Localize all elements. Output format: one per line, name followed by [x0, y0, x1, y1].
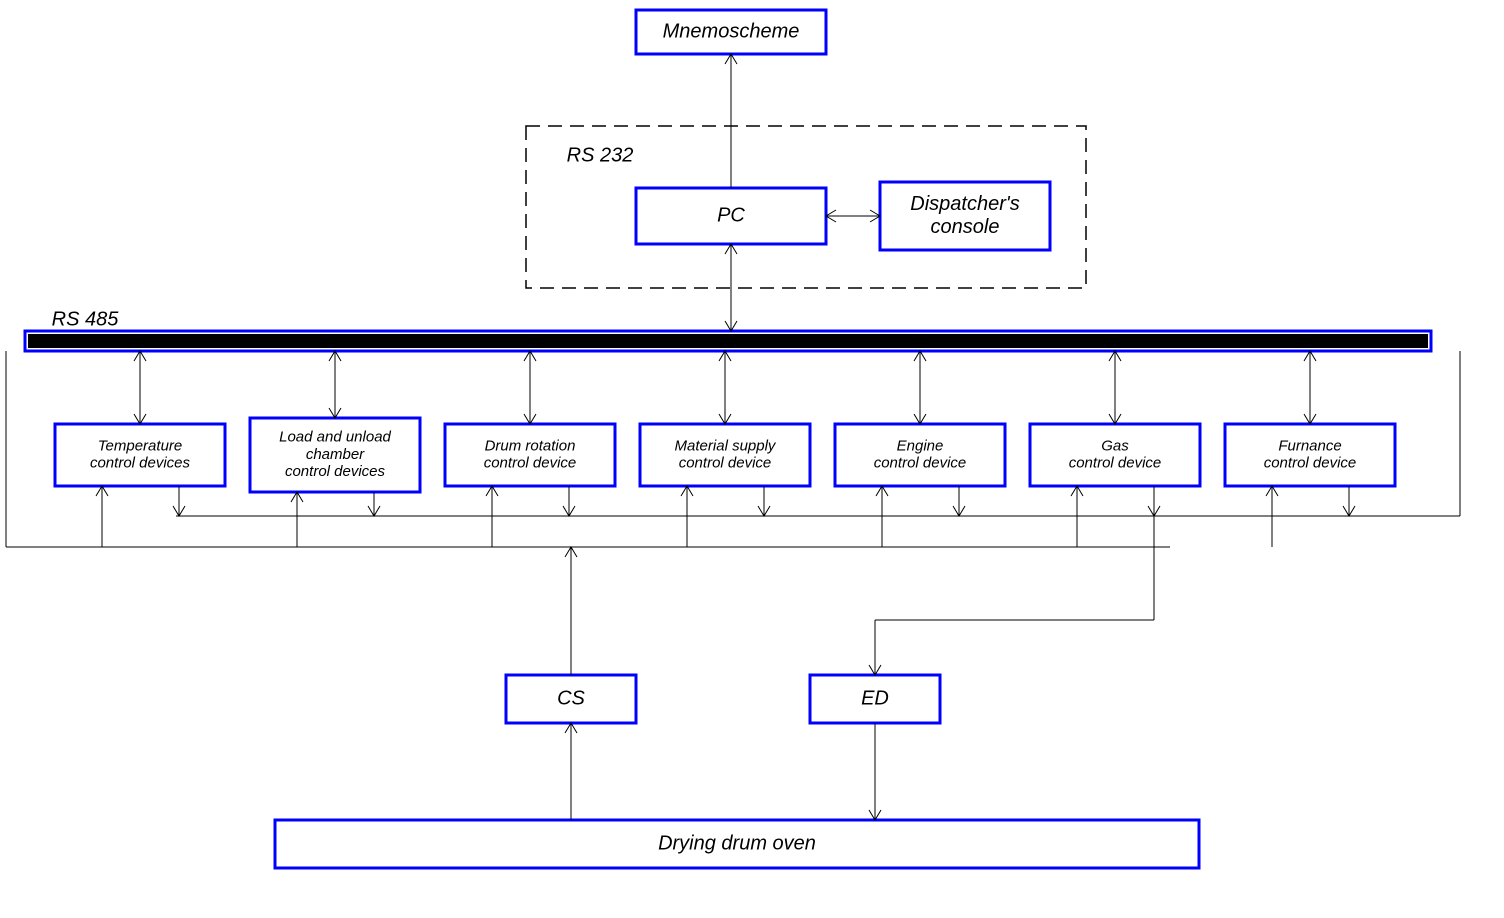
device-box-3: Material supplycontrol device	[640, 424, 810, 486]
ed-box: ED	[810, 675, 940, 723]
diagram-canvas: RS 232RS 485MnemoschemePCDispatcher'scon…	[0, 0, 1504, 918]
device-box-5-label: control device	[1069, 455, 1162, 472]
rs485-label: RS 485	[52, 308, 120, 330]
pc-box: PC	[636, 188, 826, 244]
ed-box-label: ED	[861, 687, 889, 709]
device-box-1-label: Load and unload	[279, 429, 391, 446]
device-box-2-label: control device	[484, 455, 577, 472]
dispatcher-console-box-label: Dispatcher's	[910, 193, 1019, 215]
device-box-1-label: control devices	[285, 463, 386, 480]
device-box-5-label: Gas	[1101, 437, 1129, 454]
dispatcher-console-box-label: console	[931, 216, 1000, 238]
device-box-4: Enginecontrol device	[835, 424, 1005, 486]
device-box-0: Temperaturecontrol devices	[55, 424, 225, 486]
drying-oven-box-label: Drying drum oven	[658, 832, 816, 854]
cs-box: CS	[506, 675, 636, 723]
dispatcher-console-box: Dispatcher'sconsole	[880, 182, 1050, 250]
device-box-1-label: chamber	[306, 446, 365, 463]
device-box-3-label: Material supply	[675, 437, 777, 454]
device-box-6-label: Furnance	[1278, 437, 1341, 454]
device-box-0-label: Temperature	[98, 437, 183, 454]
pc-box-label: PC	[717, 204, 745, 226]
mnemoscheme-box: Mnemoscheme	[636, 10, 826, 54]
device-box-1: Load and unloadchambercontrol devices	[250, 418, 420, 492]
device-box-3-label: control device	[679, 455, 772, 472]
device-box-2-label: Drum rotation	[485, 437, 576, 454]
mnemoscheme-box-label: Mnemoscheme	[663, 20, 800, 42]
device-box-0-label: control devices	[90, 455, 191, 472]
rs232-label: RS 232	[567, 144, 634, 166]
device-box-6: Furnancecontrol device	[1225, 424, 1395, 486]
device-box-6-label: control device	[1264, 455, 1357, 472]
device-box-5: Gascontrol device	[1030, 424, 1200, 486]
device-box-4-label: control device	[874, 455, 967, 472]
cs-box-label: CS	[557, 687, 585, 709]
drying-oven-box: Drying drum oven	[275, 820, 1199, 868]
device-box-4-label: Engine	[897, 437, 944, 454]
device-box-2: Drum rotationcontrol device	[445, 424, 615, 486]
